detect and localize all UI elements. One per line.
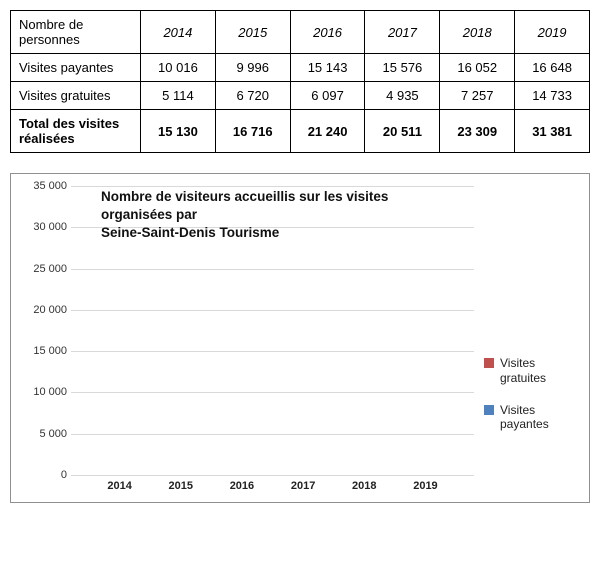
legend-label: Visites gratuites bbox=[500, 356, 579, 385]
legend-swatch bbox=[484, 405, 494, 415]
cell: 15 143 bbox=[290, 54, 365, 82]
y-tick-label: 20 000 bbox=[19, 304, 67, 316]
x-axis: 201420152016201720182019 bbox=[71, 476, 474, 492]
gridline bbox=[71, 310, 474, 311]
legend-item: Visites gratuites bbox=[484, 356, 579, 385]
year-header: 2019 bbox=[515, 11, 590, 54]
gridline bbox=[71, 269, 474, 270]
cell: 6 720 bbox=[215, 82, 290, 110]
chart-container: Nombre de visiteurs accueillis sur les v… bbox=[10, 173, 590, 503]
x-tick-label: 2015 bbox=[150, 476, 211, 492]
cell: 10 016 bbox=[141, 54, 216, 82]
gridline bbox=[71, 475, 474, 476]
data-table: Nombre de personnes 2014 2015 2016 2017 … bbox=[10, 10, 590, 153]
table-header-row: Nombre de personnes 2014 2015 2016 2017 … bbox=[11, 11, 590, 54]
cell: 6 097 bbox=[290, 82, 365, 110]
cell: 9 996 bbox=[215, 54, 290, 82]
y-tick-label: 15 000 bbox=[19, 345, 67, 357]
x-tick-label: 2014 bbox=[89, 476, 150, 492]
cell: 21 240 bbox=[290, 110, 365, 153]
y-tick-label: 35 000 bbox=[19, 180, 67, 192]
y-tick-label: 0 bbox=[19, 469, 67, 481]
x-tick-label: 2017 bbox=[273, 476, 334, 492]
year-header: 2017 bbox=[365, 11, 440, 54]
cell: 20 511 bbox=[365, 110, 440, 153]
gridline bbox=[71, 434, 474, 435]
cell: 16 648 bbox=[515, 54, 590, 82]
y-tick-label: 10 000 bbox=[19, 386, 67, 398]
y-tick-label: 5 000 bbox=[19, 428, 67, 440]
gridline bbox=[71, 186, 474, 187]
y-tick-label: 25 000 bbox=[19, 263, 67, 275]
chart-title: Nombre de visiteurs accueillis sur les v… bbox=[101, 188, 391, 243]
legend-item: Visites payantes bbox=[484, 403, 579, 432]
cell: 5 114 bbox=[141, 82, 216, 110]
row-label: Total des visites réalisées bbox=[11, 110, 141, 153]
legend-label: Visites payantes bbox=[500, 403, 579, 432]
year-header: 2014 bbox=[141, 11, 216, 54]
x-tick-label: 2019 bbox=[395, 476, 456, 492]
cell: 15 130 bbox=[141, 110, 216, 153]
cell: 31 381 bbox=[515, 110, 590, 153]
x-tick-label: 2018 bbox=[334, 476, 395, 492]
x-tick-label: 2016 bbox=[211, 476, 272, 492]
row-label: Visites gratuites bbox=[11, 82, 141, 110]
y-tick-label: 30 000 bbox=[19, 221, 67, 233]
cell: 15 576 bbox=[365, 54, 440, 82]
cell: 16 716 bbox=[215, 110, 290, 153]
year-header: 2018 bbox=[440, 11, 515, 54]
legend-swatch bbox=[484, 358, 494, 368]
year-header: 2015 bbox=[215, 11, 290, 54]
cell: 16 052 bbox=[440, 54, 515, 82]
table-corner-label: Nombre de personnes bbox=[11, 11, 141, 54]
cell: 7 257 bbox=[440, 82, 515, 110]
year-header: 2016 bbox=[290, 11, 365, 54]
table-row: Visites gratuites5 1146 7206 0974 9357 2… bbox=[11, 82, 590, 110]
row-label: Visites payantes bbox=[11, 54, 141, 82]
table-row: Visites payantes10 0169 99615 14315 5761… bbox=[11, 54, 590, 82]
cell: 23 309 bbox=[440, 110, 515, 153]
cell: 14 733 bbox=[515, 82, 590, 110]
gridline bbox=[71, 351, 474, 352]
cell: 4 935 bbox=[365, 82, 440, 110]
gridline bbox=[71, 392, 474, 393]
chart-legend: Visites gratuites Visites payantes bbox=[474, 186, 579, 492]
table-row: Total des visites réalisées15 13016 7162… bbox=[11, 110, 590, 153]
